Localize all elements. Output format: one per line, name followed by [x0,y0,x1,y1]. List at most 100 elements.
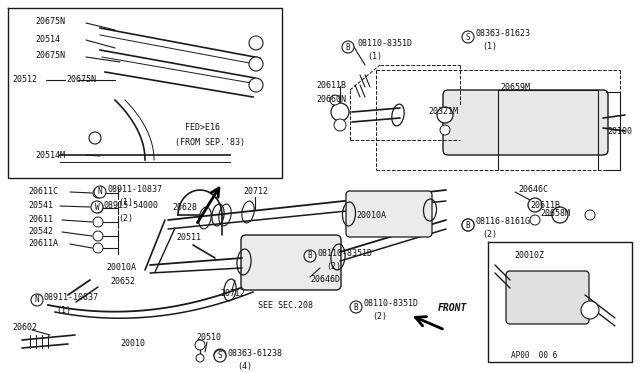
Text: AP00  00 6: AP00 00 6 [511,352,557,360]
Text: (1): (1) [482,42,497,51]
Text: 20010A: 20010A [106,263,136,273]
Text: (1): (1) [367,52,382,61]
Text: 08110-8351D: 08110-8351D [364,299,419,308]
Text: 20541: 20541 [28,202,53,211]
Text: B: B [346,42,350,51]
FancyBboxPatch shape [506,271,589,324]
Text: FRONT: FRONT [438,303,467,313]
Text: 20542: 20542 [28,228,53,237]
Circle shape [304,250,316,262]
Text: W: W [95,202,99,212]
FancyBboxPatch shape [346,191,432,237]
Text: 20514: 20514 [35,35,60,44]
Circle shape [331,103,349,121]
Text: 20675N: 20675N [35,51,65,61]
Circle shape [93,188,103,198]
Text: 20659M: 20659M [500,83,530,93]
Text: (2): (2) [118,214,133,222]
Text: 08116-8161G: 08116-8161G [475,218,530,227]
Text: B: B [308,251,312,260]
Text: 20646C: 20646C [518,186,548,195]
Circle shape [93,243,103,253]
FancyBboxPatch shape [241,235,341,290]
Text: (4): (4) [237,362,252,371]
Circle shape [528,198,542,212]
Text: 20321M: 20321M [428,108,458,116]
Text: 20010Z: 20010Z [514,250,544,260]
Text: 20712: 20712 [220,289,245,298]
Text: 08363-81623: 08363-81623 [475,29,530,38]
Text: S: S [466,32,470,42]
Text: 20602: 20602 [12,324,37,333]
Circle shape [249,78,263,92]
Circle shape [462,219,474,231]
Text: S: S [218,352,222,360]
Text: 08363-61238: 08363-61238 [227,349,282,357]
Text: 08110-8351D: 08110-8351D [358,39,413,48]
Text: 08911-10837: 08911-10837 [108,186,163,195]
Text: 20611B: 20611B [530,201,560,209]
Circle shape [581,301,599,319]
Text: (2): (2) [372,312,387,321]
Text: 20010: 20010 [120,340,145,349]
Circle shape [93,217,103,227]
Text: SEE SEC.208: SEE SEC.208 [258,301,313,310]
Text: B: B [354,302,358,311]
Text: (2): (2) [326,262,341,270]
Circle shape [93,231,103,241]
Text: (FROM SEP.'83): (FROM SEP.'83) [175,138,245,147]
Text: 20712: 20712 [243,187,268,196]
Text: 20611C: 20611C [28,187,58,196]
Circle shape [342,41,354,53]
Circle shape [31,294,43,306]
Circle shape [350,301,362,313]
Text: (1): (1) [56,307,71,315]
Text: (1): (1) [118,199,133,208]
FancyBboxPatch shape [443,90,608,155]
Text: N: N [35,295,39,305]
Text: 20514M: 20514M [35,151,65,160]
Text: 20611B: 20611B [316,81,346,90]
Circle shape [437,107,453,123]
Circle shape [195,340,205,350]
Text: 20675N: 20675N [35,17,65,26]
Text: 20646D: 20646D [310,276,340,285]
Text: 08915-54000: 08915-54000 [104,201,159,209]
Circle shape [462,31,474,43]
Circle shape [334,119,346,131]
Text: 08110-8351D: 08110-8351D [318,248,373,257]
Text: (2): (2) [482,231,497,240]
Circle shape [196,354,204,362]
Text: 20100: 20100 [607,126,632,135]
Text: 20652: 20652 [110,278,135,286]
Circle shape [93,203,103,213]
Circle shape [91,201,103,213]
Text: 20611: 20611 [28,215,53,224]
Circle shape [89,132,101,144]
Circle shape [585,210,595,220]
Circle shape [530,215,540,225]
Circle shape [249,57,263,71]
Circle shape [440,125,450,135]
Circle shape [249,36,263,50]
Text: B: B [466,221,470,230]
Circle shape [94,186,106,198]
Circle shape [214,350,226,362]
Circle shape [552,207,568,223]
Text: 20660N: 20660N [316,96,346,105]
Text: 08911-10837: 08911-10837 [44,294,99,302]
Text: 20511: 20511 [176,234,201,243]
Circle shape [330,95,340,105]
Text: FED>E16: FED>E16 [185,124,220,132]
Text: 20658M: 20658M [540,208,570,218]
Text: B: B [466,221,470,230]
Text: 20512: 20512 [12,76,37,84]
Text: 20675N: 20675N [66,76,96,84]
Circle shape [214,349,226,361]
Text: 20611A: 20611A [28,240,58,248]
Circle shape [462,219,474,231]
Text: 20510: 20510 [196,334,221,343]
Text: 20628: 20628 [172,203,197,212]
Text: S: S [218,350,222,359]
Text: 20010A: 20010A [356,212,386,221]
